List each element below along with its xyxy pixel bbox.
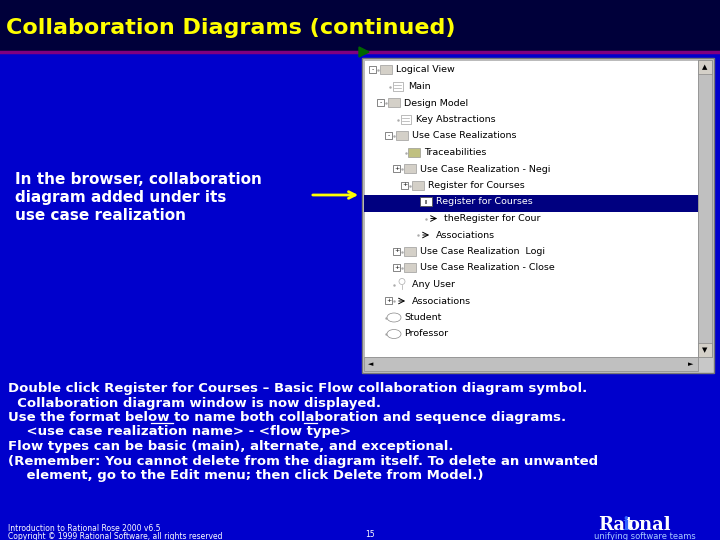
Text: 15: 15 [365, 530, 375, 539]
Text: -: - [372, 67, 374, 72]
Bar [0, 0, 720, 52]
Bar [380, 65, 392, 74]
Bar [401, 114, 411, 124]
Text: Register for Courses: Register for Courses [428, 181, 525, 190]
Bar [393, 264, 400, 271]
Text: diagram added under its: diagram added under its [15, 190, 226, 205]
Text: Professor: Professor [404, 329, 448, 339]
Bar [420, 197, 432, 206]
Bar [412, 180, 424, 190]
Text: ◄: ◄ [369, 361, 374, 367]
Text: Copyright © 1999 Rational Software, all rights reserved: Copyright © 1999 Rational Software, all … [8, 532, 222, 540]
Text: +: + [394, 248, 399, 253]
Bar [404, 246, 416, 255]
Text: Any User: Any User [412, 280, 455, 289]
Text: Double click Register for Courses – Basic Flow collaboration diagram symbol.: Double click Register for Courses – Basi… [8, 382, 588, 395]
Bar [408, 147, 420, 157]
Text: Rat: Rat [598, 516, 634, 534]
Text: Collaboration Diagrams (continued): Collaboration Diagrams (continued) [6, 18, 456, 38]
Text: Flow types can be basic (main), alternate, and exceptional.: Flow types can be basic (main), alternat… [8, 440, 454, 453]
Polygon shape [359, 47, 369, 57]
Bar [369, 66, 376, 73]
Text: i: i [622, 516, 629, 534]
Text: Introduction to Rational Rose 2000 v6.5: Introduction to Rational Rose 2000 v6.5 [8, 524, 161, 533]
Bar [404, 263, 416, 272]
Text: element, go to the Edit menu; then click Delete from Model.): element, go to the Edit menu; then click… [8, 469, 484, 482]
Text: -: - [379, 100, 382, 105]
Text: Main: Main [408, 82, 431, 91]
Text: onal: onal [627, 516, 670, 534]
Bar [396, 131, 408, 140]
Text: Traceabilities: Traceabilities [424, 148, 487, 157]
Bar [698, 60, 712, 357]
Bar [388, 98, 400, 107]
Text: Use Case Realizations: Use Case Realizations [412, 132, 516, 140]
Text: -: - [387, 133, 390, 138]
Text: In the browser, collaboration: In the browser, collaboration [15, 172, 262, 187]
Text: ▲: ▲ [702, 64, 708, 70]
Text: unifying software teams: unifying software teams [594, 532, 696, 540]
Text: ►: ► [688, 361, 693, 367]
Bar [393, 165, 400, 172]
Text: (Remember: You cannot delete from the diagram itself. To delete an unwanted: (Remember: You cannot delete from the di… [8, 455, 598, 468]
Text: Use Case Realization - Close: Use Case Realization - Close [420, 264, 554, 273]
Text: Logical View: Logical View [396, 65, 455, 75]
Text: ▼: ▼ [702, 347, 708, 353]
Bar [385, 297, 392, 304]
Text: Collaboration diagram window is now displayed.: Collaboration diagram window is now disp… [8, 396, 381, 409]
Text: use case realization: use case realization [15, 208, 186, 223]
Bar [377, 99, 384, 106]
Text: +: + [386, 298, 391, 303]
Bar [401, 181, 408, 188]
Text: Use Case Realization  Logi: Use Case Realization Logi [420, 247, 545, 256]
Text: II: II [424, 199, 428, 205]
Bar [364, 195, 698, 212]
Bar [385, 132, 392, 139]
Bar [364, 60, 698, 357]
Text: +: + [402, 183, 407, 187]
Ellipse shape [387, 329, 401, 339]
Text: Register for Courses: Register for Courses [436, 198, 533, 206]
Bar [698, 343, 712, 357]
Text: Key Abstractions: Key Abstractions [416, 115, 495, 124]
Ellipse shape [387, 313, 401, 322]
Bar [362, 58, 714, 373]
Bar [393, 82, 403, 91]
Text: Use the format below to name both collaboration and sequence diagrams.: Use the format below to name both collab… [8, 411, 566, 424]
Text: <use case realization name> - <flow type>: <use case realization name> - <flow type… [8, 426, 351, 438]
Text: theRegister for Cour: theRegister for Cour [444, 214, 541, 223]
Text: Associations: Associations [436, 231, 495, 240]
Bar [404, 164, 416, 173]
Text: +: + [394, 166, 399, 171]
Text: +: + [394, 265, 399, 270]
Text: Student: Student [404, 313, 441, 322]
Text: Associations: Associations [412, 296, 471, 306]
Text: Design Model: Design Model [404, 98, 468, 107]
Bar [364, 357, 698, 371]
Bar [393, 247, 400, 254]
Bar [698, 60, 712, 74]
Text: Use Case Realization - Negi: Use Case Realization - Negi [420, 165, 550, 173]
